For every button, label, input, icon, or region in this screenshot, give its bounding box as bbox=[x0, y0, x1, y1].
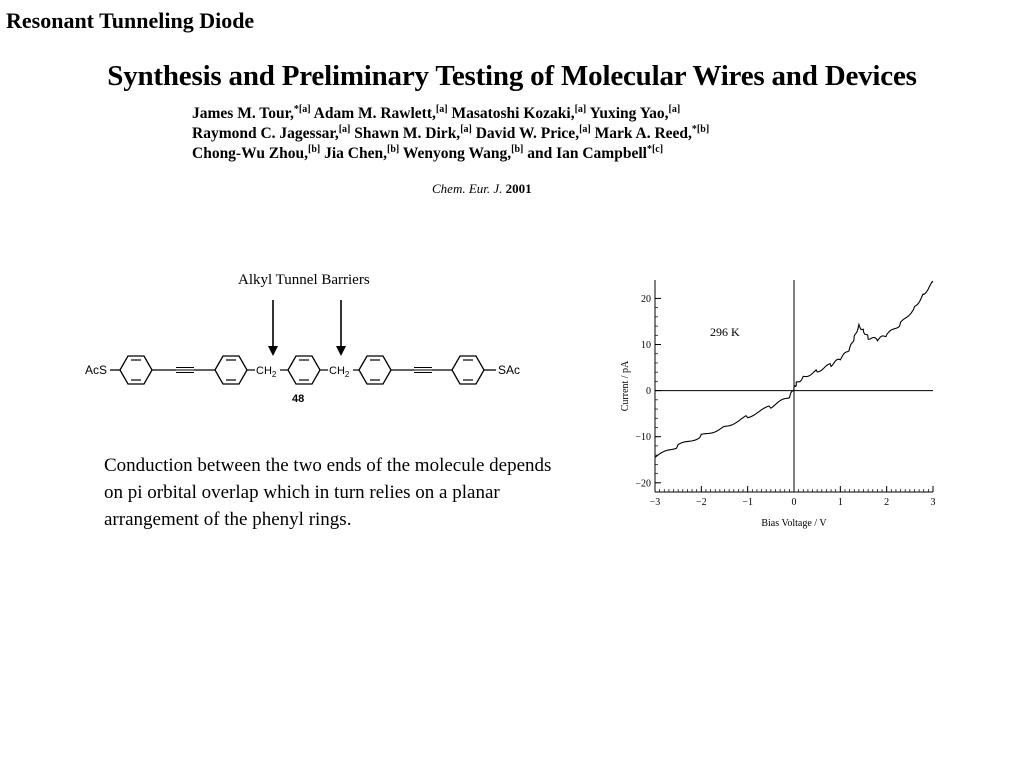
y-tick-label: 10 bbox=[641, 340, 651, 351]
sac-group-label: SAc bbox=[498, 363, 520, 377]
author-name: Adam M. Rawlett, bbox=[313, 105, 436, 122]
x-tick-label: 3 bbox=[931, 497, 936, 508]
author-name: Wenyong Wang, bbox=[402, 145, 512, 162]
author-line: James M. Tour,*[a] Adam M. Rawlett,[a] M… bbox=[192, 104, 709, 124]
author-name: Chong-Wu Zhou, bbox=[192, 145, 309, 162]
author-name: Shawn M. Dirk, bbox=[354, 125, 461, 142]
author-affiliation: [b] bbox=[308, 143, 321, 155]
x-tick-label: 1 bbox=[838, 497, 843, 508]
author-affiliation: [b] bbox=[511, 143, 524, 155]
acs-group-label: AcS bbox=[85, 363, 107, 377]
x-axis-label: Bias Voltage / V bbox=[761, 518, 827, 529]
author-list: James M. Tour,*[a] Adam M. Rawlett,[a] M… bbox=[192, 104, 709, 164]
ch2-label-left: CH2 bbox=[256, 365, 277, 379]
author-affiliation: *[a] bbox=[293, 103, 311, 115]
author-line: Raymond C. Jagessar,[a] Shawn M. Dirk,[a… bbox=[192, 124, 709, 144]
author-affiliation: [a] bbox=[668, 103, 681, 115]
author-name: and Ian Campbell bbox=[527, 145, 647, 162]
author-name: Jia Chen, bbox=[324, 145, 387, 162]
author-affiliation: *[b] bbox=[691, 123, 710, 135]
publication-year: 2001 bbox=[505, 181, 532, 196]
author-affiliation: [a] bbox=[579, 123, 591, 135]
author-name: Masatoshi Kozaki, bbox=[451, 105, 575, 122]
author-affiliation: [a] bbox=[460, 123, 472, 135]
y-tick-label: 0 bbox=[646, 386, 651, 397]
x-tick-label: −2 bbox=[696, 497, 707, 508]
y-tick-label: −10 bbox=[635, 432, 651, 443]
author-affiliation: *[c] bbox=[646, 143, 664, 155]
author-name: Yuxing Yao, bbox=[589, 105, 669, 122]
author-affiliation: [a] bbox=[338, 123, 351, 135]
temperature-annotation: 296 K bbox=[710, 325, 740, 339]
journal-name: Chem. Eur. J. bbox=[432, 181, 503, 196]
paper-title: Synthesis and Preliminary Testing of Mol… bbox=[107, 60, 917, 92]
citation: Chem. Eur. J. 2001 bbox=[432, 181, 532, 197]
slide-title: Resonant Tunneling Diode bbox=[6, 8, 255, 33]
ch2-label-right: CH2 bbox=[329, 365, 350, 379]
x-tick-label: −3 bbox=[650, 497, 661, 508]
y-tick-label: 20 bbox=[641, 294, 651, 305]
x-tick-label: −1 bbox=[742, 497, 753, 508]
author-name: James M. Tour, bbox=[192, 105, 294, 122]
y-tick-label: −20 bbox=[635, 478, 651, 489]
x-tick-label: 2 bbox=[884, 497, 889, 508]
author-affiliation: [a] bbox=[435, 103, 448, 115]
author-name: Raymond C. Jagessar, bbox=[192, 125, 339, 142]
author-affiliation: [a] bbox=[574, 103, 587, 115]
barrier-arrowhead-left bbox=[268, 346, 278, 356]
molecule-structure: AcS CH2 CH2 SAc 48 bbox=[85, 300, 520, 405]
y-axis-label: Current / pA bbox=[620, 360, 631, 411]
author-name: Mark A. Reed, bbox=[594, 125, 692, 142]
description-text: Conduction between the two ends of the m… bbox=[104, 455, 552, 530]
tunnel-barrier-label: Alkyl Tunnel Barriers bbox=[238, 272, 370, 288]
compound-number: 48 bbox=[292, 393, 304, 405]
author-name: David W. Price, bbox=[475, 125, 580, 142]
x-tick-label: 0 bbox=[792, 497, 797, 508]
iv-curve-series bbox=[654, 280, 934, 458]
barrier-arrowhead-right bbox=[336, 346, 346, 356]
author-affiliation: [b] bbox=[387, 143, 400, 155]
author-line: Chong-Wu Zhou,[b] Jia Chen,[b] Wenyong W… bbox=[192, 144, 709, 164]
